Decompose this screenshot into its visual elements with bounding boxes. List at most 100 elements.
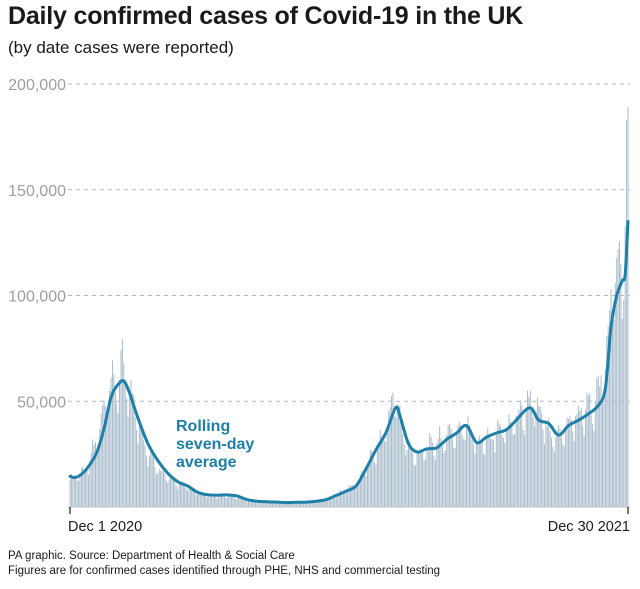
daily-case-bar	[582, 425, 584, 507]
daily-case-bar	[539, 406, 541, 507]
y-tick-label: 200,000	[8, 77, 66, 94]
daily-case-bar	[337, 494, 339, 507]
daily-case-bar	[107, 409, 109, 507]
daily-case-bar	[240, 496, 242, 507]
annotation-line: Rolling	[176, 418, 230, 435]
daily-case-bar	[300, 501, 302, 507]
daily-case-bar	[283, 503, 285, 507]
daily-case-bar	[247, 500, 249, 507]
daily-case-bar	[145, 455, 147, 507]
daily-case-bar	[307, 502, 309, 507]
daily-case-bar	[90, 452, 92, 507]
daily-case-bar	[613, 319, 615, 507]
daily-case-bar	[340, 490, 341, 507]
daily-case-bar	[422, 452, 424, 507]
daily-case-bar	[119, 380, 121, 507]
daily-case-bar	[239, 497, 241, 507]
daily-case-bar	[396, 408, 398, 507]
daily-case-bar	[287, 502, 289, 507]
daily-case-bar	[296, 503, 298, 507]
daily-case-bar	[576, 413, 578, 507]
rolling-average-series	[68, 220, 630, 505]
daily-case-bar	[327, 499, 329, 507]
daily-case-bar	[347, 489, 349, 507]
daily-case-bar	[206, 497, 208, 507]
daily-case-bar	[314, 502, 316, 507]
daily-case-bar	[303, 502, 305, 507]
daily-case-bar	[580, 407, 582, 507]
daily-case-bar	[111, 360, 113, 507]
daily-case-bar	[502, 437, 504, 507]
daily-case-bar	[266, 503, 268, 507]
daily-case-bar	[291, 502, 293, 507]
daily-case-bar	[592, 423, 594, 507]
daily-case-bar	[293, 502, 295, 507]
daily-case-bar	[399, 405, 401, 507]
daily-case-bar	[196, 494, 198, 507]
daily-case-bar	[131, 392, 133, 507]
daily-cases-bars	[69, 107, 629, 508]
daily-case-bar	[230, 494, 232, 507]
daily-case-bar	[158, 468, 160, 507]
daily-case-bar	[416, 454, 418, 508]
daily-case-bar	[474, 453, 476, 507]
daily-case-bar	[617, 248, 619, 507]
daily-case-bar	[250, 500, 252, 507]
daily-case-bar	[575, 416, 577, 507]
daily-case-bar	[483, 453, 485, 507]
daily-case-bar	[558, 425, 560, 507]
daily-case-bar	[538, 406, 540, 507]
daily-case-bar	[351, 484, 353, 507]
daily-case-bar	[355, 487, 357, 507]
daily-case-bar	[556, 430, 558, 507]
daily-case-bar	[222, 494, 224, 507]
daily-case-bar	[546, 426, 548, 507]
daily-case-bar	[212, 496, 214, 507]
daily-case-bar	[535, 411, 537, 507]
daily-case-bar	[150, 451, 152, 507]
daily-case-bar	[433, 455, 435, 507]
daily-case-bar	[97, 444, 99, 507]
daily-case-bar	[73, 475, 75, 507]
daily-case-bar	[386, 426, 388, 507]
daily-case-bar	[277, 502, 279, 507]
daily-case-bar	[267, 502, 269, 507]
daily-case-bar	[358, 479, 360, 507]
daily-case-bar	[446, 435, 448, 507]
daily-case-bar	[395, 417, 397, 507]
daily-case-bar	[517, 415, 519, 507]
daily-case-bar	[590, 414, 592, 507]
daily-case-bar	[585, 409, 587, 507]
daily-case-bar	[209, 495, 211, 507]
daily-case-bar	[403, 444, 405, 507]
daily-case-bar	[318, 499, 320, 507]
daily-case-bar	[559, 428, 561, 507]
daily-case-bar	[507, 428, 509, 507]
y-axis-ticks: 200,000 150,000 100,000 50,000	[8, 77, 66, 411]
daily-case-bar	[198, 493, 200, 507]
daily-case-bar	[602, 399, 603, 507]
daily-case-bar	[174, 480, 176, 507]
daily-case-bar	[204, 494, 206, 507]
daily-case-bar	[75, 477, 77, 507]
daily-case-bar	[454, 447, 456, 507]
daily-case-bar	[161, 471, 163, 507]
daily-case-bar	[543, 444, 545, 507]
daily-case-bar	[257, 501, 259, 507]
daily-case-bar	[490, 438, 492, 507]
daily-case-bar	[345, 492, 347, 507]
daily-case-bar	[563, 445, 565, 507]
daily-case-bar	[141, 432, 143, 507]
daily-case-bar	[171, 475, 173, 507]
daily-case-bar	[228, 495, 230, 507]
daily-case-bar	[317, 501, 319, 507]
y-tick-label: 100,000	[8, 289, 66, 306]
daily-case-bar	[468, 424, 470, 507]
daily-case-bar	[565, 426, 567, 507]
daily-case-bar	[552, 446, 554, 507]
daily-case-bar	[627, 107, 629, 508]
daily-case-bar	[330, 498, 332, 507]
daily-case-bar	[324, 500, 326, 507]
daily-case-bar	[86, 468, 88, 507]
